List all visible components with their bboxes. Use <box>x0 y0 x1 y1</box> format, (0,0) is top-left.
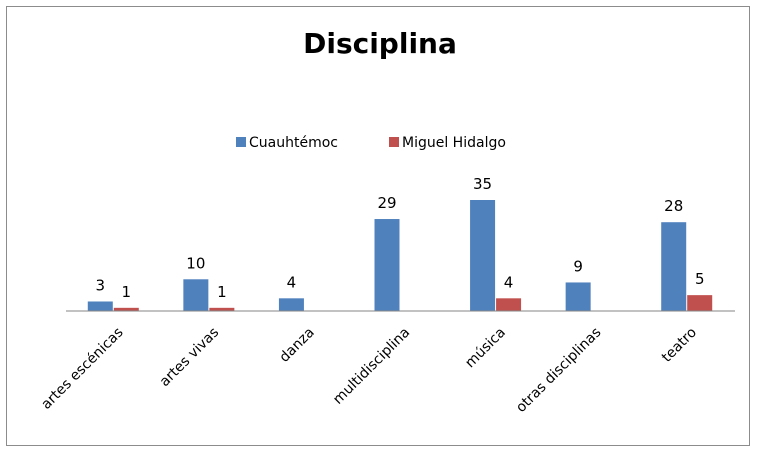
x-tick-label: teatro <box>659 325 700 366</box>
x-tick-label: artes vivas <box>157 325 222 390</box>
legend-label-miguel-hidalgo: Miguel Hidalgo <box>402 135 506 151</box>
bar-cuauhtemoc-6 <box>661 222 687 311</box>
legend-label-cuauhtemoc: Cuauhtémoc <box>249 135 338 151</box>
bar-miguel-hidalgo-0 <box>113 307 139 311</box>
data-label-miguel-hidalgo-6: 5 <box>695 270 705 288</box>
bars <box>87 200 713 311</box>
legend-swatch-cuauhtemoc <box>236 137 246 147</box>
bar-cuauhtemoc-2 <box>278 298 304 311</box>
legend-swatch-miguel-hidalgo <box>389 137 399 147</box>
data-label-miguel-hidalgo-4: 4 <box>504 273 514 291</box>
data-label-cuauhtemoc-5: 9 <box>573 257 583 275</box>
chart-title: Disciplina <box>303 27 457 60</box>
bar-cuauhtemoc-1 <box>183 279 209 311</box>
x-axis-tick-labels: artes escénicas artes vivas danza multidisc… <box>38 325 700 416</box>
x-tick-label: artes escénicas <box>38 325 126 413</box>
x-tick-label: danza <box>277 325 318 366</box>
bar-miguel-hidalgo-1 <box>209 307 235 311</box>
data-label-cuauhtemoc-6: 28 <box>664 197 683 215</box>
data-label-cuauhtemoc-0: 3 <box>96 276 106 294</box>
x-tick-label: otras disciplinas <box>513 325 604 416</box>
bar-cuauhtemoc-4 <box>470 200 496 311</box>
bar-cuauhtemoc-0 <box>87 301 113 311</box>
x-tick-label: música <box>462 325 509 372</box>
data-label-cuauhtemoc-2: 4 <box>287 273 297 291</box>
legend: Cuauhtémoc Miguel Hidalgo <box>236 135 506 151</box>
bar-miguel-hidalgo-4 <box>496 298 522 311</box>
data-label-cuauhtemoc-4: 35 <box>473 175 492 193</box>
bar-cuauhtemoc-5 <box>565 282 591 311</box>
data-label-miguel-hidalgo-1: 1 <box>217 283 227 301</box>
data-label-cuauhtemoc-1: 10 <box>186 254 205 272</box>
bar-miguel-hidalgo-6 <box>687 295 713 311</box>
data-label-miguel-hidalgo-0: 1 <box>122 283 132 301</box>
x-tick-label: multidisciplina <box>330 325 413 408</box>
data-label-cuauhtemoc-3: 29 <box>377 194 396 212</box>
bar-cuauhtemoc-3 <box>374 219 400 311</box>
